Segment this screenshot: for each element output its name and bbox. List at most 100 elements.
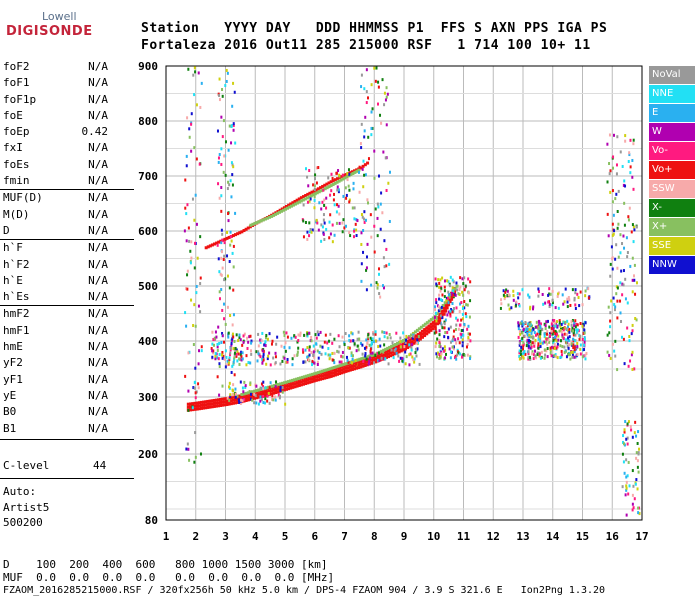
param-value: N/A	[88, 290, 108, 304]
echo-point	[228, 183, 231, 187]
param-value: N/A	[88, 76, 108, 90]
echo-point	[585, 352, 588, 356]
trace-point	[329, 374, 333, 378]
echo-point	[320, 352, 323, 356]
echo-point	[325, 227, 328, 231]
echo-point	[264, 386, 267, 390]
echo-point	[369, 347, 372, 351]
trace-point	[388, 345, 392, 349]
echo-point	[189, 261, 192, 265]
echo-point	[527, 340, 530, 344]
echo-point	[528, 357, 531, 361]
echo-point	[458, 310, 461, 314]
echo-point	[194, 70, 197, 74]
trace-point	[419, 325, 423, 329]
trace-point	[204, 400, 208, 404]
param-label: foF1	[3, 76, 30, 90]
param-row-d: D N/A	[0, 223, 134, 239]
echo-point	[565, 327, 568, 331]
echo-point	[414, 347, 417, 351]
echo-point	[439, 345, 442, 349]
trace-point	[391, 350, 395, 354]
trace-point	[321, 377, 325, 381]
echo-point	[221, 238, 224, 242]
echo-point	[348, 172, 351, 176]
echo-point	[537, 337, 540, 341]
echo-point	[519, 352, 522, 356]
echo-point	[631, 323, 634, 327]
echo-point	[200, 345, 203, 349]
echo-point	[537, 346, 540, 350]
echo-point	[546, 342, 549, 346]
trace-point	[325, 373, 329, 377]
echo-point	[363, 346, 366, 350]
trace-point	[202, 403, 206, 407]
echo-point	[451, 339, 454, 343]
trace-point	[217, 401, 220, 405]
echo-point	[467, 337, 470, 341]
echo-point	[186, 116, 189, 120]
trace-point	[308, 191, 312, 195]
param-value: N/A	[88, 323, 108, 337]
echo-point	[187, 67, 190, 71]
echo-point	[355, 349, 358, 353]
trace-point	[282, 388, 286, 392]
echo-point	[466, 303, 469, 307]
trace-point	[221, 397, 225, 401]
echo-point	[188, 458, 191, 462]
echo-point	[549, 292, 552, 296]
echo-point	[327, 353, 330, 357]
echo-point	[539, 324, 542, 328]
echo-point	[502, 289, 505, 293]
trace-point	[229, 402, 233, 406]
echo-point	[279, 362, 282, 366]
trace-point	[353, 361, 356, 365]
echo-point	[379, 113, 382, 117]
x-tick-label: 14	[546, 530, 560, 543]
echo-point	[296, 350, 299, 354]
trace-point	[440, 312, 444, 316]
echo-point	[381, 78, 384, 82]
echo-point	[398, 359, 401, 363]
echo-point	[583, 331, 586, 335]
trace-point	[448, 300, 452, 304]
trace-point	[302, 382, 305, 386]
trace-point	[267, 385, 271, 389]
trace-point	[353, 367, 356, 371]
y-tick-label: 400	[138, 335, 158, 348]
echo-point	[625, 480, 628, 484]
trace-point	[343, 176, 347, 180]
echo-point	[315, 218, 318, 222]
echo-point	[554, 345, 557, 349]
echo-point	[187, 351, 190, 355]
echo-point	[341, 230, 344, 234]
echo-point	[310, 335, 313, 339]
echo-point	[183, 229, 186, 233]
echo-point	[405, 355, 408, 359]
echo-point	[536, 352, 539, 356]
legend-item-noval: NoVal	[649, 66, 695, 84]
trace-point	[297, 380, 301, 384]
echo-point	[584, 353, 587, 357]
echo-point	[527, 322, 530, 326]
echo-point	[434, 308, 437, 312]
auto-artist: Artist5	[3, 501, 50, 514]
echo-point	[348, 338, 351, 342]
echo-point	[622, 337, 625, 341]
trace-point	[276, 210, 280, 214]
echo-point	[635, 451, 638, 455]
echo-point	[185, 239, 188, 243]
echo-point	[621, 242, 624, 246]
trace-point	[431, 324, 435, 328]
param-label: hmE	[3, 340, 23, 354]
echo-point	[440, 323, 443, 327]
echo-point	[192, 343, 195, 347]
trace-point	[338, 372, 342, 376]
echo-point	[451, 310, 454, 314]
echo-point	[304, 348, 307, 352]
trace-point	[387, 352, 390, 356]
echo-point	[341, 355, 344, 359]
echo-point	[435, 355, 438, 359]
footer-file-line: FZAOM_2016285215000.RSF / 320fx256h 50 k…	[3, 585, 606, 596]
echo-point	[438, 352, 441, 356]
